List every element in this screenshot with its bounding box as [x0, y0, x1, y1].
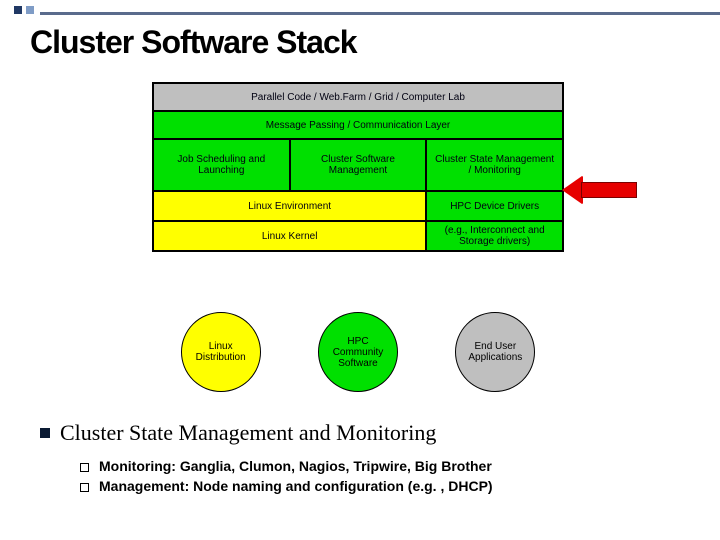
- circle-end-user: End User Applications: [455, 312, 535, 392]
- stack-row-5: Linux Kernel (e.g., Interconnect and Sto…: [153, 221, 563, 251]
- arrow-head-icon: [562, 176, 582, 204]
- circle-hpc-community: HPC Community Software: [318, 312, 398, 392]
- cell-linux-env: Linux Environment: [153, 191, 426, 221]
- lvl2-text-1: Management: Node naming and configuratio…: [99, 478, 493, 494]
- content-block: Cluster State Management and Monitoring …: [40, 420, 690, 498]
- cell-linux-kernel: Linux Kernel: [153, 221, 426, 251]
- accent-bar: [0, 0, 720, 14]
- stack-row-4: Linux Environment HPC Device Drivers: [153, 191, 563, 221]
- cell-software-mgmt: Cluster Software Management: [290, 139, 427, 191]
- circle-row: Linux Distribution HPC Community Softwar…: [152, 312, 564, 392]
- hollow-square-bullet-icon: [80, 463, 89, 472]
- square-bullet-icon: [40, 428, 50, 438]
- cell-parallel-code: Parallel Code / Web.Farm / Grid / Comput…: [153, 83, 563, 111]
- bullet-lvl1: Cluster State Management and Monitoring: [40, 420, 690, 446]
- cell-state-mgmt: Cluster State Management / Monitoring: [426, 139, 563, 191]
- slide-title: Cluster Software Stack: [30, 24, 357, 61]
- accent-square-dark: [14, 6, 22, 14]
- accent-square-light: [26, 6, 34, 14]
- accent-line: [40, 12, 720, 15]
- cell-driver-examples: (e.g., Interconnect and Storage drivers): [426, 221, 563, 251]
- circle-linux-dist: Linux Distribution: [181, 312, 261, 392]
- highlight-arrow: [562, 176, 642, 204]
- stack-row-3: Job Scheduling and Launching Cluster Sof…: [153, 139, 563, 191]
- stack-row-2: Message Passing / Communication Layer: [153, 111, 563, 139]
- bullet-lvl2-1: Management: Node naming and configuratio…: [80, 478, 690, 494]
- lvl1-text: Cluster State Management and Monitoring: [60, 420, 436, 446]
- lvl2-text-0: Monitoring: Ganglia, Clumon, Nagios, Tri…: [99, 458, 492, 474]
- slide: Cluster Software Stack Parallel Code / W…: [0, 0, 720, 540]
- stack-table: Parallel Code / Web.Farm / Grid / Comput…: [152, 82, 564, 252]
- cell-message-passing: Message Passing / Communication Layer: [153, 111, 563, 139]
- arrow-shaft: [581, 182, 637, 198]
- stack-row-1: Parallel Code / Web.Farm / Grid / Comput…: [153, 83, 563, 111]
- cell-hpc-drivers: HPC Device Drivers: [426, 191, 563, 221]
- hollow-square-bullet-icon: [80, 483, 89, 492]
- cell-job-scheduling: Job Scheduling and Launching: [153, 139, 290, 191]
- bullet-lvl2-0: Monitoring: Ganglia, Clumon, Nagios, Tri…: [80, 458, 690, 474]
- stack-diagram: Parallel Code / Web.Farm / Grid / Comput…: [152, 82, 564, 252]
